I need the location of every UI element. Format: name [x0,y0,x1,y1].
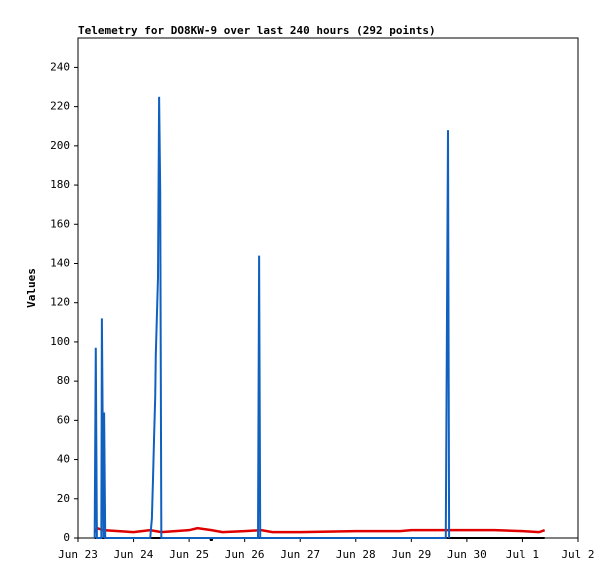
x-tick-label: Jun 26 [225,548,265,561]
y-tick-label: 80 [57,374,70,387]
x-tick-label: Jul 2 [561,548,594,561]
x-tick-label: Jun 24 [114,548,154,561]
y-tick-label: 0 [63,531,70,544]
y-tick-label: 120 [50,296,70,309]
x-tick-label: Jun 23 [58,548,98,561]
chart-title: Telemetry for DO8KW-9 over last 240 hour… [78,24,436,37]
y-axis-label: Values [25,268,38,308]
x-tick-label: Jun 25 [169,548,209,561]
y-tick-label: 60 [57,413,70,426]
x-tick-label: Jun 28 [336,548,376,561]
x-tick-label: Jun 30 [447,548,487,561]
y-tick-label: 140 [50,256,70,269]
y-tick-label: 20 [57,492,70,505]
y-tick-label: 200 [50,139,70,152]
series-line [93,96,451,539]
y-tick-label: 100 [50,335,70,348]
y-tick-label: 160 [50,217,70,230]
y-tick-label: 220 [50,100,70,113]
y-tick-label: 180 [50,178,70,191]
y-tick-label: 40 [57,453,70,466]
series-line [93,526,546,534]
x-tick-label: Jun 27 [280,548,320,561]
y-tick-label: 240 [50,60,70,73]
x-tick-label: Jul 1 [506,548,539,561]
x-tick-label: Jun 29 [391,548,431,561]
